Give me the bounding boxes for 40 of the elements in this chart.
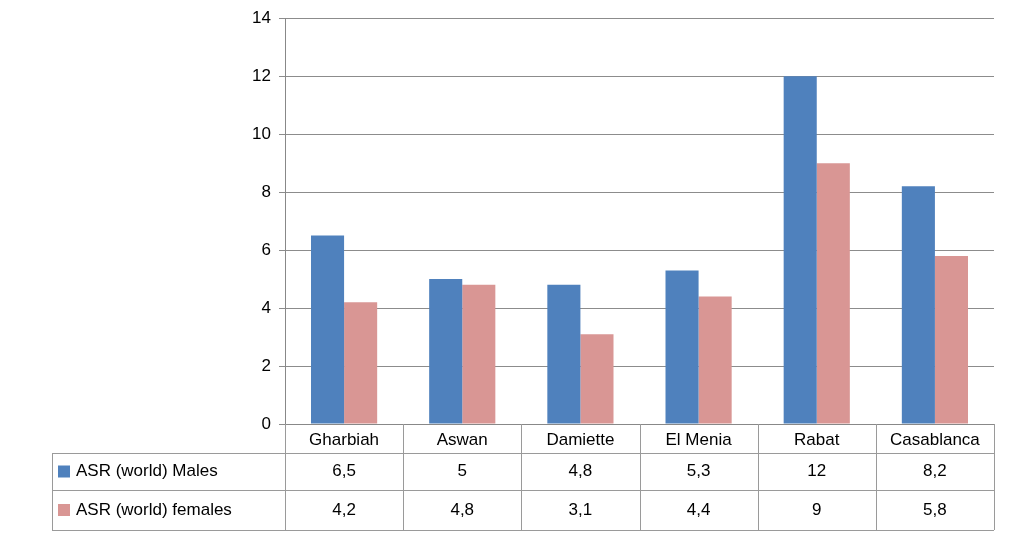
data-label: 4,8 bbox=[450, 499, 475, 519]
bar bbox=[311, 235, 345, 424]
data-label: 8,2 bbox=[923, 461, 947, 481]
data-label: 4,2 bbox=[332, 499, 356, 519]
x-tick-label: Rabat bbox=[794, 429, 840, 449]
legend-label: ASR (world) females bbox=[76, 499, 232, 519]
bar bbox=[934, 255, 968, 424]
bar bbox=[462, 284, 496, 424]
data-label: 4,4 bbox=[686, 499, 711, 519]
data-label: 3,1 bbox=[568, 499, 593, 519]
y-tick-label: 2 bbox=[261, 355, 271, 375]
bar bbox=[547, 284, 581, 424]
y-tick-label: 0 bbox=[261, 413, 271, 433]
bar bbox=[783, 76, 817, 424]
data-label: 5,3 bbox=[686, 461, 711, 481]
data-label: 4,8 bbox=[568, 461, 593, 481]
legend-label: ASR (world) Males bbox=[76, 461, 218, 481]
bar bbox=[344, 302, 378, 424]
data-label: 12 bbox=[807, 461, 827, 481]
x-tick-label: Casablanca bbox=[890, 429, 981, 449]
bar bbox=[698, 296, 732, 424]
x-tick-label: Gharbiah bbox=[309, 429, 380, 449]
bar bbox=[429, 279, 463, 424]
x-tick-label: Aswan bbox=[436, 429, 488, 449]
y-tick-label: 4 bbox=[261, 297, 271, 317]
data-label: 5 bbox=[457, 461, 467, 481]
bar bbox=[665, 270, 699, 424]
bar bbox=[901, 186, 935, 424]
y-tick-label: 12 bbox=[252, 65, 271, 85]
y-tick-label: 14 bbox=[252, 7, 271, 27]
y-tick-label: 6 bbox=[261, 239, 271, 259]
data-label: 5,8 bbox=[923, 499, 947, 519]
data-label: 9 bbox=[812, 499, 822, 519]
bar bbox=[580, 334, 614, 424]
bar bbox=[816, 163, 850, 424]
data-label: 6,5 bbox=[332, 461, 356, 481]
y-tick-label: 10 bbox=[252, 123, 271, 143]
y-tick-label: 8 bbox=[261, 181, 271, 201]
x-tick-label: El Menia bbox=[665, 429, 733, 449]
x-tick-label: Damiette bbox=[546, 429, 615, 449]
